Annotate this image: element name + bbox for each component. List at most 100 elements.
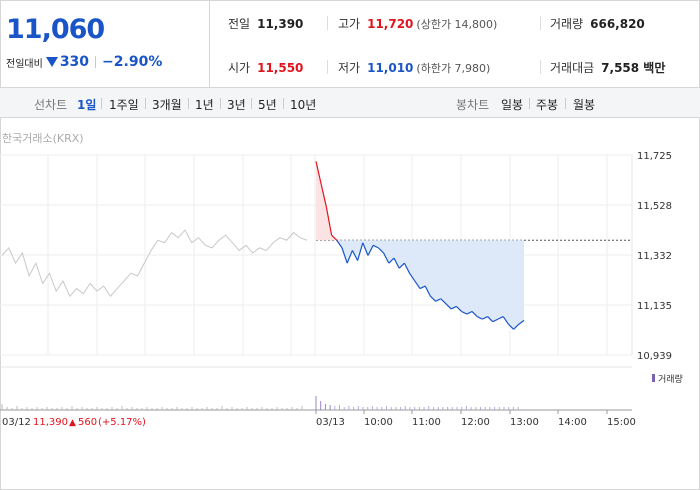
chart-toolbar: 선차트 1일 1주일 3개월 1년 3년 5년 10년 봉차트 일봉 주봉 월봉 <box>0 88 700 118</box>
today-line-segment <box>440 298 447 305</box>
today-line-segment <box>419 285 426 290</box>
y-tick-label: 11,332 <box>637 251 672 262</box>
stat-value: 11,720 <box>367 17 414 31</box>
x-tick-label: 14:00 <box>558 417 587 428</box>
stat-label: 거래량 <box>550 17 584 31</box>
lower-limit: (하한가 7,980) <box>416 62 491 75</box>
stat-value: 11,550 <box>257 61 304 75</box>
today-line-segment <box>325 207 333 236</box>
line-chart-label: 선차트 <box>34 98 68 112</box>
today-line-segment <box>383 252 390 264</box>
today-line-segment <box>414 280 421 289</box>
prev-day-change: 560 <box>78 417 97 428</box>
y-tick-label: 11,725 <box>637 151 672 162</box>
period-3m-tab[interactable]: 3개월 <box>152 98 182 112</box>
candle-chart-label: 봉차트 <box>456 98 490 112</box>
volume-legend-label: 거래량 <box>658 373 683 385</box>
period-1w-tab[interactable]: 1주일 <box>109 98 139 112</box>
today-line-segment <box>476 316 483 320</box>
stat-value: 11,390 <box>257 17 304 31</box>
current-price: 11,060 <box>6 14 105 45</box>
stat-high: 고가 11,720 (상한가 14,800) <box>338 15 497 32</box>
today-line-segment <box>367 245 374 256</box>
divider <box>95 56 97 68</box>
today-line-segment <box>471 311 478 318</box>
today-line-segment <box>466 310 473 315</box>
today-line-segment <box>388 257 395 264</box>
today-line-segment <box>346 250 353 264</box>
today-line-segment <box>424 285 431 297</box>
change-label: 전일대비 <box>6 58 43 70</box>
stat-value: 7,558 백만 <box>601 61 666 75</box>
prev-day-line <box>1 229 308 298</box>
change-percent: −2.90% <box>102 54 163 70</box>
prev-day-close: 11,390 <box>33 417 68 428</box>
divider <box>220 98 221 109</box>
today-line-segment <box>497 316 504 320</box>
stat-value: 11,010 <box>367 61 414 75</box>
x-tick-label: 03/13 <box>316 417 345 428</box>
today-line-segment <box>398 262 405 269</box>
today-line-segment <box>403 262 411 274</box>
stat-low: 저가 11,010 (하한가 7,980) <box>338 59 490 76</box>
today-line-segment <box>393 257 400 269</box>
divider <box>101 98 102 109</box>
prev-day-change-pct: (+5.17%) <box>98 417 146 428</box>
divider <box>188 98 189 109</box>
x-tick-label: 11:00 <box>412 417 441 428</box>
below-prev-fill <box>336 240 524 330</box>
stat-prev-close: 전일 11,390 <box>228 15 303 32</box>
today-line-segment <box>502 316 509 325</box>
today-line-segment <box>450 305 457 310</box>
period-1d-tab[interactable]: 1일 <box>77 98 97 112</box>
today-line-segment <box>409 272 416 282</box>
candle-monthly-tab[interactable]: 월봉 <box>573 98 596 112</box>
period-10y-tab[interactable]: 10년 <box>290 98 317 112</box>
y-tick-label: 11,135 <box>637 301 672 312</box>
down-arrow-icon <box>45 57 58 67</box>
x-tick-label: 15:00 <box>607 417 636 428</box>
today-line-segment <box>487 316 494 323</box>
stat-open: 시가 11,550 <box>228 59 303 76</box>
candle-weekly-tab[interactable]: 주봉 <box>536 98 559 112</box>
data-source: 한국거래소(KRX) <box>2 132 84 145</box>
stat-label: 시가 <box>228 61 251 75</box>
today-line-segment <box>513 323 520 330</box>
price-summary: 11,060 전일대비 330 −2.90% 전일 11,390 고가 11,720… <box>0 0 700 88</box>
today-line-segment <box>341 247 348 264</box>
period-3y-tab[interactable]: 3년 <box>227 98 246 112</box>
today-line-segment <box>482 316 488 320</box>
today-line-segment <box>351 250 359 261</box>
today-line-segment <box>455 305 463 312</box>
stat-label: 고가 <box>338 17 361 31</box>
today-line-segment <box>315 161 322 185</box>
today-line-segment <box>507 323 515 330</box>
change-amount: 330 <box>59 54 90 70</box>
divider <box>327 16 328 30</box>
upper-limit: (상한가 14,800) <box>416 18 498 31</box>
prev-day-date-label: 03/12 <box>2 417 31 428</box>
candle-daily-tab[interactable]: 일봉 <box>501 98 524 112</box>
today-line-segment <box>331 234 338 241</box>
today-line-segment <box>362 242 369 256</box>
x-tick-label: 13:00 <box>510 417 539 428</box>
stat-volume: 거래량 666,820 <box>550 15 645 32</box>
today-line-segment <box>357 242 364 261</box>
divider <box>145 98 146 109</box>
y-tick-label: 11,528 <box>637 201 672 212</box>
y-tick-label: 10,939 <box>637 351 672 362</box>
period-5y-tab[interactable]: 5년 <box>258 98 277 112</box>
current-price-box: 11,060 전일대비 330 −2.90% <box>0 0 210 88</box>
today-line-segment <box>461 310 468 315</box>
today-line-segment <box>377 247 385 254</box>
above-prev-fill <box>316 161 337 241</box>
divider <box>540 60 541 74</box>
up-arrow-icon: ▲ <box>69 418 76 428</box>
x-tick-label: 12:00 <box>461 417 490 428</box>
stat-trade-value: 거래대금 7,558 백만 <box>550 59 665 76</box>
volume-legend-swatch <box>652 374 655 382</box>
stat-label: 저가 <box>338 61 361 75</box>
stat-label: 전일 <box>228 17 251 31</box>
period-1y-tab[interactable]: 1년 <box>195 98 214 112</box>
